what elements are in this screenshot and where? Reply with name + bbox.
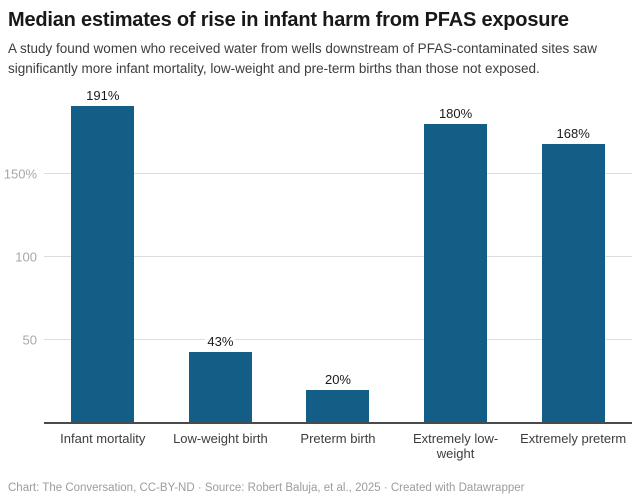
bars-row: 191% 43% 20% 180% 168% — [44, 89, 632, 423]
chart-title: Median estimates of rise in infant harm … — [8, 9, 569, 31]
attribution-footer: Chart: The Conversation, CC-BY-ND · Sour… — [8, 482, 525, 494]
bar-column: 43% — [162, 89, 280, 423]
x-axis-label: Extremely preterm — [520, 431, 627, 446]
y-axis-tick-label: 100 — [15, 249, 37, 265]
x-axis-label: Extremely low-weight — [412, 431, 499, 461]
bar-value-label: 191% — [84, 88, 122, 103]
chart-subtitle: A study found women who received water f… — [8, 41, 598, 76]
bar-chart: 191% 43% 20% 180% 168% 50 100 150% Infant mort… — [4, 89, 632, 461]
x-axis-label: Infant mortality — [60, 431, 146, 446]
bar-column: 168% — [514, 89, 632, 423]
gridline — [44, 172, 632, 174]
x-axis-line — [44, 422, 632, 424]
bar-column: 191% — [44, 89, 162, 423]
bar-value-label: 43% — [205, 333, 236, 349]
y-axis-tick-label: 50 — [22, 332, 37, 348]
x-axis-labels: Infant mortality Low-weight birth Preterm … — [44, 431, 632, 461]
bar — [424, 123, 488, 423]
bar — [306, 389, 370, 423]
plot-area: 191% 43% 20% 180% 168% 50 100 150% — [4, 89, 632, 424]
gridline — [44, 255, 632, 257]
bar-value-label: 20% — [322, 371, 353, 387]
bar-column: 180% — [397, 89, 515, 423]
gridline — [44, 338, 632, 340]
bar — [541, 143, 605, 423]
bar — [71, 106, 135, 423]
bar-value-label: 180% — [436, 105, 475, 121]
y-axis-tick-label: 150% — [3, 166, 37, 182]
bar-column: 20% — [279, 89, 397, 423]
x-axis-label: Low-weight birth — [173, 431, 268, 446]
bar — [188, 351, 252, 423]
bar-value-label: 168% — [554, 125, 592, 141]
x-axis-label: Preterm birth — [300, 431, 376, 446]
